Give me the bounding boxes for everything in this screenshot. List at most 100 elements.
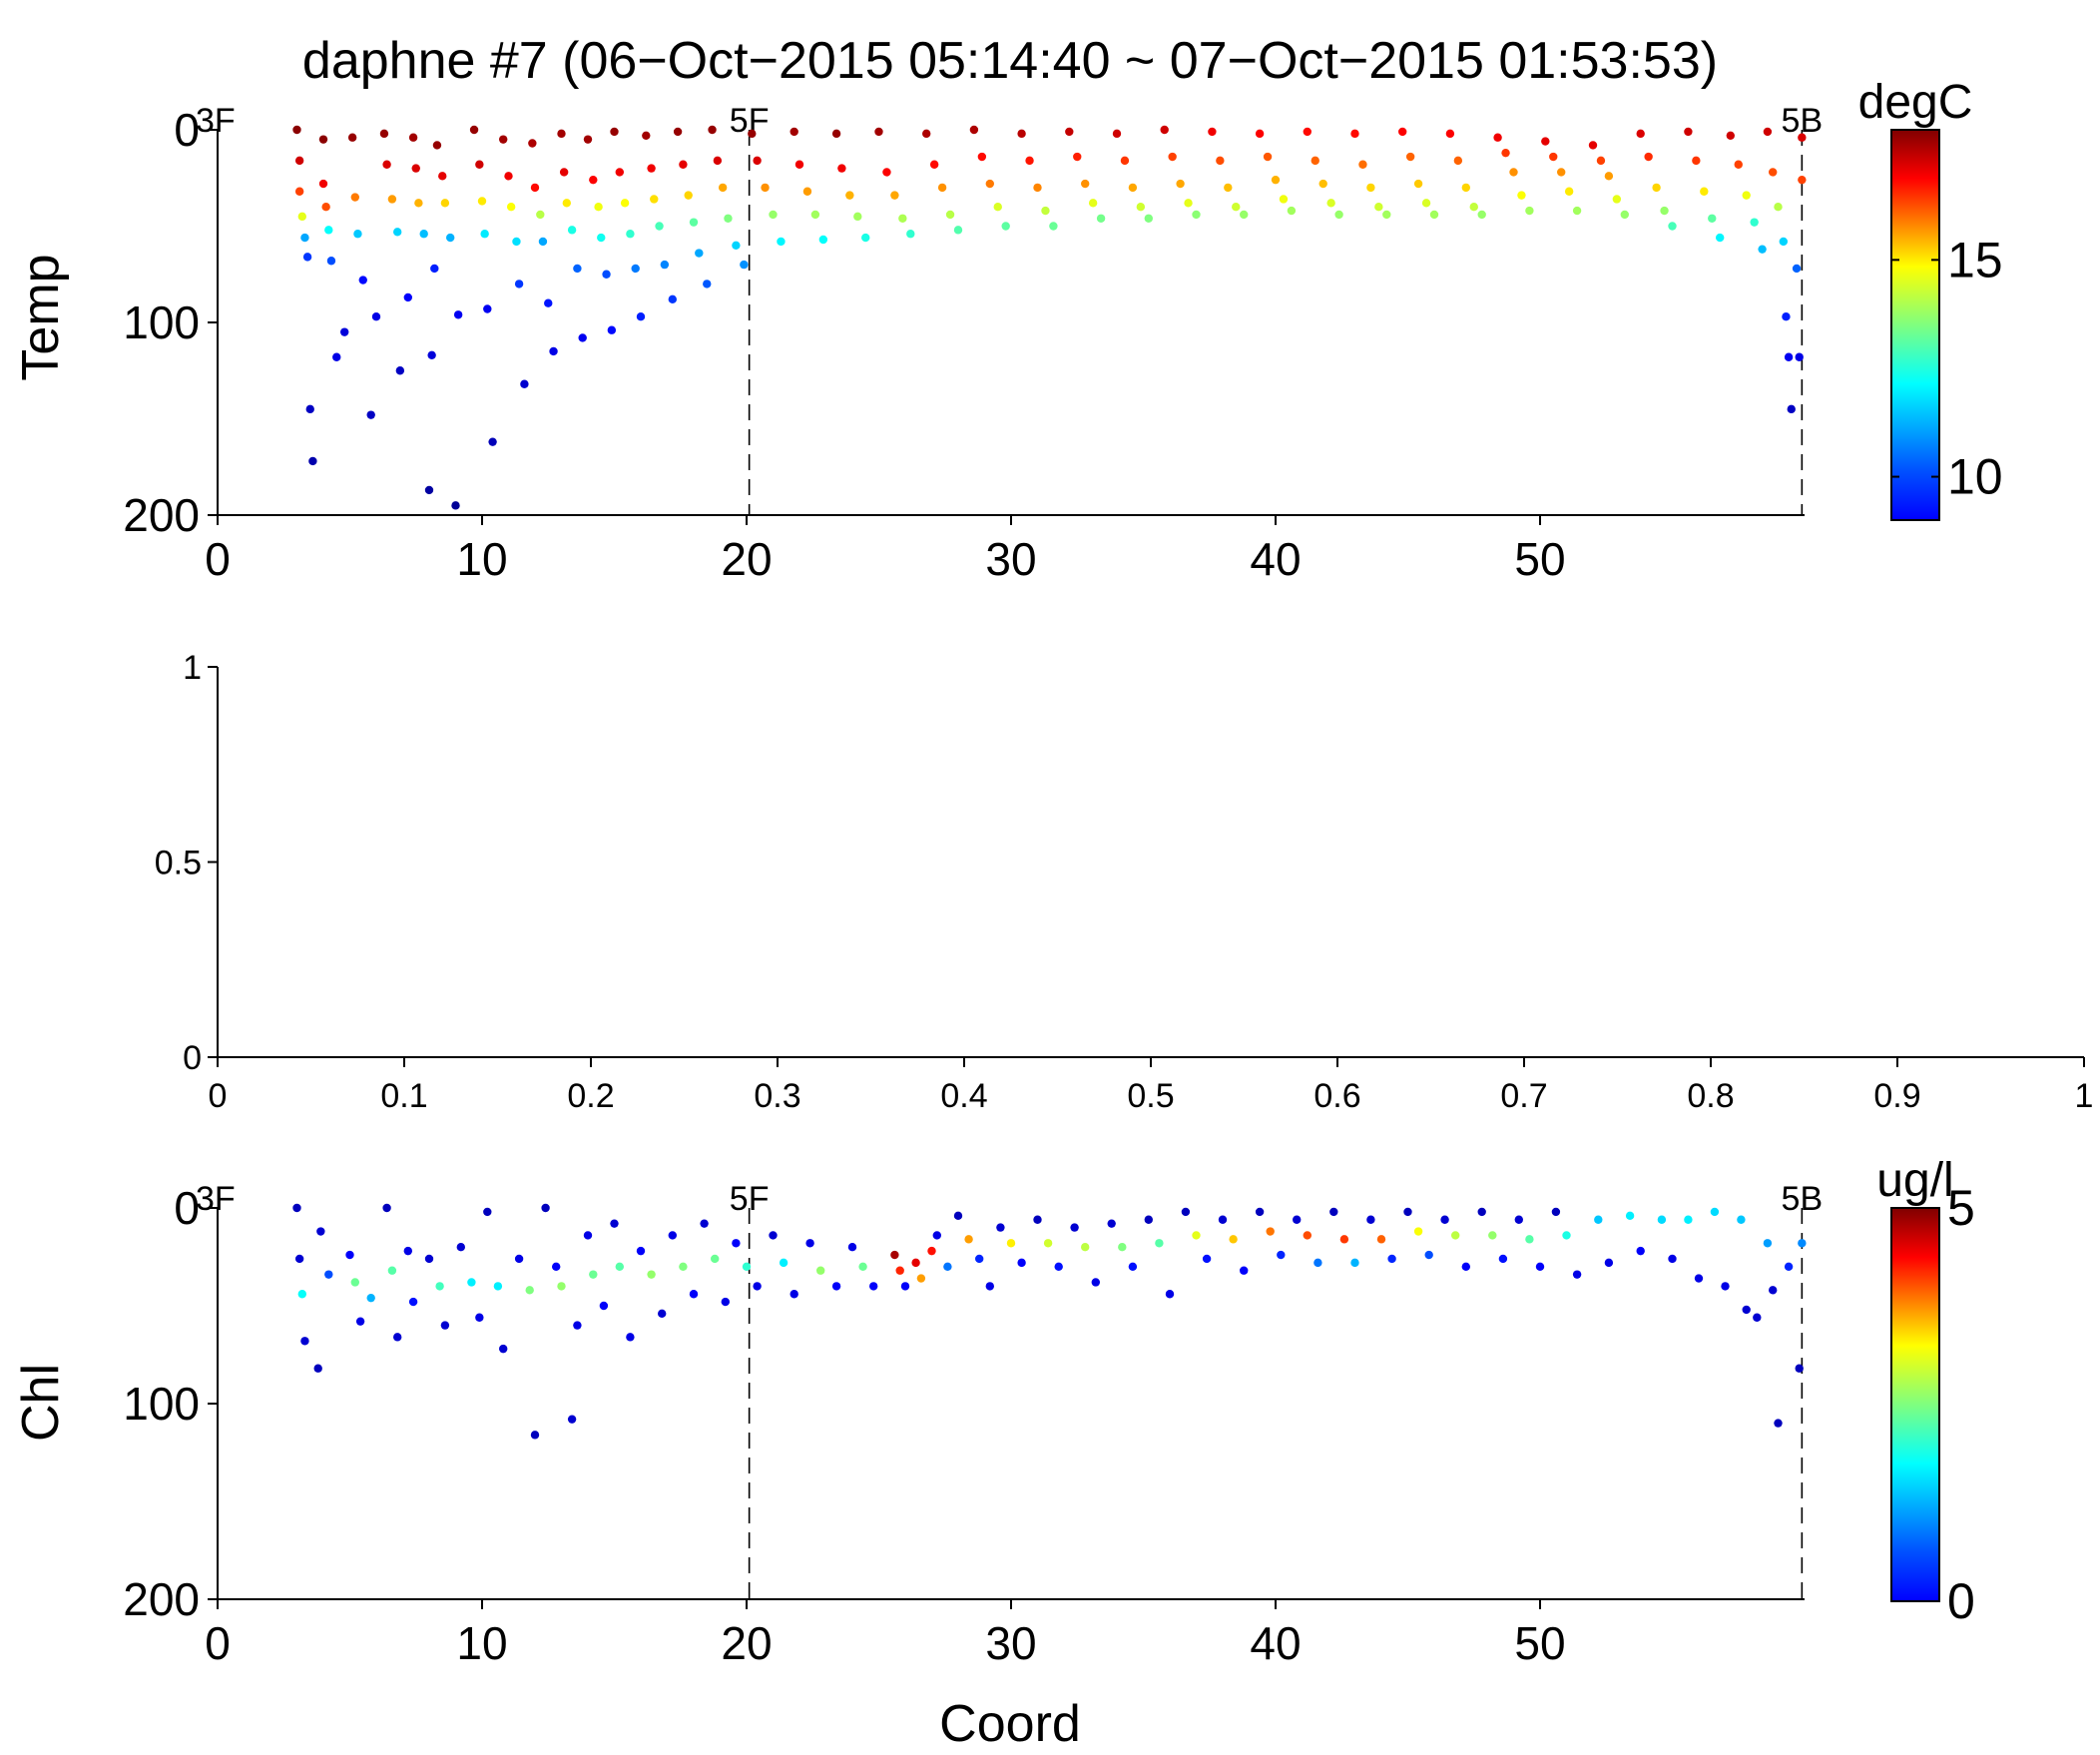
- colorbar-label: ug/l: [1876, 1154, 1953, 1207]
- data-point: [300, 233, 309, 243]
- data-point: [1374, 203, 1383, 212]
- data-point: [1461, 183, 1471, 193]
- data-point: [1192, 1231, 1201, 1240]
- data-point: [1216, 156, 1225, 166]
- data-point: [610, 1219, 619, 1228]
- data-point: [435, 1282, 444, 1291]
- x-tick-label: 0.5: [1127, 1077, 1174, 1115]
- data-point: [1181, 1207, 1191, 1217]
- station-label: 5F: [730, 1180, 770, 1218]
- data-point: [475, 160, 484, 169]
- data-point: [1277, 1250, 1286, 1260]
- data-point: [308, 456, 317, 466]
- data-point: [326, 257, 336, 266]
- data-point: [393, 228, 402, 237]
- data-point: [316, 1227, 325, 1236]
- data-point: [1572, 206, 1582, 216]
- data-point: [1202, 1254, 1212, 1264]
- data-point: [810, 210, 820, 220]
- data-point: [1644, 152, 1653, 162]
- station-label: 3F: [196, 102, 236, 140]
- data-point: [366, 410, 375, 419]
- data-point: [732, 241, 741, 250]
- empty-panel: 0 0.1 0.2 0.3 0.4 0.5 0.6 0.7 0.8 0.9 1 0 0.5 1: [155, 649, 2094, 1115]
- data-point: [382, 1203, 391, 1213]
- data-point: [1376, 1235, 1386, 1244]
- y-tick-label: 0: [183, 1039, 202, 1077]
- data-point: [1382, 210, 1391, 220]
- data-point: [1136, 203, 1146, 212]
- data-point: [1350, 129, 1359, 139]
- data-point: [302, 253, 312, 262]
- y-tick-label: 0: [174, 1182, 200, 1234]
- data-point: [1604, 1258, 1614, 1268]
- data-point: [1477, 210, 1486, 220]
- data-point: [660, 260, 670, 270]
- data-point: [1660, 206, 1669, 216]
- figure-title: daphne #7 (06−Oct−2015 05:14:40 ~ 07−Oct…: [302, 32, 1718, 90]
- x-tick-label: 0.1: [380, 1077, 427, 1115]
- data-point: [1525, 1235, 1534, 1244]
- data-point: [499, 1344, 508, 1354]
- x-tick-label: 50: [1514, 1617, 1565, 1669]
- data-point: [845, 191, 854, 200]
- data-point: [583, 135, 593, 144]
- data-point: [403, 292, 412, 302]
- data-point: [440, 1321, 450, 1330]
- data-point: [347, 133, 357, 142]
- x-tick-label: 0.6: [1313, 1077, 1360, 1115]
- data-point: [1535, 1262, 1545, 1272]
- data-point: [1287, 206, 1297, 216]
- data-point: [1081, 179, 1090, 189]
- data-point: [1107, 1219, 1116, 1228]
- data-point: [1279, 195, 1289, 204]
- data-point: [451, 501, 460, 510]
- data-point: [753, 156, 762, 166]
- data-point: [536, 210, 545, 220]
- data-point: [1429, 210, 1439, 220]
- data-point: [898, 214, 907, 223]
- data-point: [789, 1290, 798, 1299]
- data-point: [1165, 1290, 1175, 1299]
- data-point: [1451, 1231, 1460, 1240]
- data-point: [1750, 218, 1759, 227]
- data-point: [530, 1431, 540, 1440]
- data-point: [408, 1297, 418, 1307]
- data-point: [1469, 203, 1478, 212]
- data-point: [1001, 222, 1010, 231]
- colorbar-tick-label: 5: [1947, 1180, 1975, 1236]
- colorbar: [1890, 129, 1940, 521]
- data-point: [430, 264, 439, 274]
- data-point: [477, 197, 487, 206]
- data-point: [1128, 183, 1138, 193]
- data-point: [292, 125, 301, 135]
- x-tick-label: 20: [721, 1617, 772, 1669]
- data-point: [480, 230, 489, 239]
- y-tick-label: 0.5: [155, 845, 202, 882]
- data-point: [514, 280, 524, 289]
- data-point: [1742, 191, 1751, 200]
- data-point: [1493, 133, 1502, 142]
- data-point: [340, 327, 349, 336]
- data-point: [1366, 1215, 1375, 1224]
- data-point: [350, 1278, 359, 1287]
- data-point: [467, 1278, 476, 1287]
- data-point: [1208, 127, 1217, 137]
- x-tick-label: 10: [456, 533, 507, 585]
- data-point: [1318, 179, 1327, 189]
- data-point: [1742, 1305, 1751, 1315]
- data-point: [1798, 133, 1807, 142]
- data-point: [305, 404, 314, 414]
- data-point: [831, 129, 841, 139]
- x-tick-label: 30: [985, 1617, 1036, 1669]
- data-point: [1795, 352, 1804, 361]
- y-tick-label: 100: [123, 296, 200, 348]
- data-point: [805, 1239, 814, 1248]
- data-point: [650, 195, 659, 204]
- data-point: [1293, 1215, 1302, 1224]
- data-point: [557, 129, 566, 139]
- data-point: [424, 485, 434, 495]
- data-point: [975, 1254, 984, 1264]
